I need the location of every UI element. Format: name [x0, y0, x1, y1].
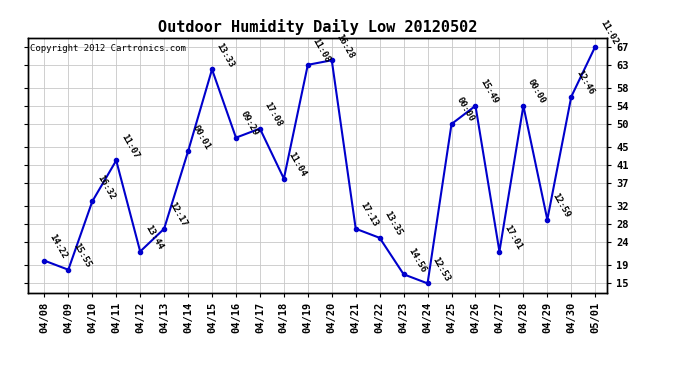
Title: Outdoor Humidity Daily Low 20120502: Outdoor Humidity Daily Low 20120502	[158, 19, 477, 35]
Text: 11:07: 11:07	[119, 132, 140, 160]
Text: 11:04: 11:04	[287, 151, 308, 178]
Text: 00:00: 00:00	[455, 96, 475, 124]
Text: 14:56: 14:56	[406, 246, 428, 274]
Text: 09:29: 09:29	[239, 110, 260, 137]
Text: 13:44: 13:44	[143, 224, 164, 251]
Text: 11:02: 11:02	[598, 18, 620, 46]
Text: 12:59: 12:59	[550, 192, 571, 219]
Text: 17:08: 17:08	[263, 100, 284, 128]
Text: 16:32: 16:32	[95, 173, 117, 201]
Text: Copyright 2012 Cartronics.com: Copyright 2012 Cartronics.com	[30, 44, 186, 53]
Text: 13:33: 13:33	[215, 41, 236, 69]
Text: 12:46: 12:46	[574, 69, 595, 96]
Text: 12:53: 12:53	[431, 255, 452, 283]
Text: 12:17: 12:17	[167, 201, 188, 228]
Text: 11:08: 11:08	[310, 37, 332, 64]
Text: 14:22: 14:22	[47, 232, 68, 260]
Text: 00:00: 00:00	[526, 78, 547, 105]
Text: 13:35: 13:35	[382, 210, 404, 238]
Text: 15:55: 15:55	[71, 242, 92, 270]
Text: 16:28: 16:28	[335, 32, 356, 60]
Text: 17:01: 17:01	[502, 224, 524, 251]
Text: 17:13: 17:13	[359, 201, 380, 228]
Text: 15:49: 15:49	[478, 78, 500, 105]
Text: 00:01: 00:01	[191, 123, 212, 151]
